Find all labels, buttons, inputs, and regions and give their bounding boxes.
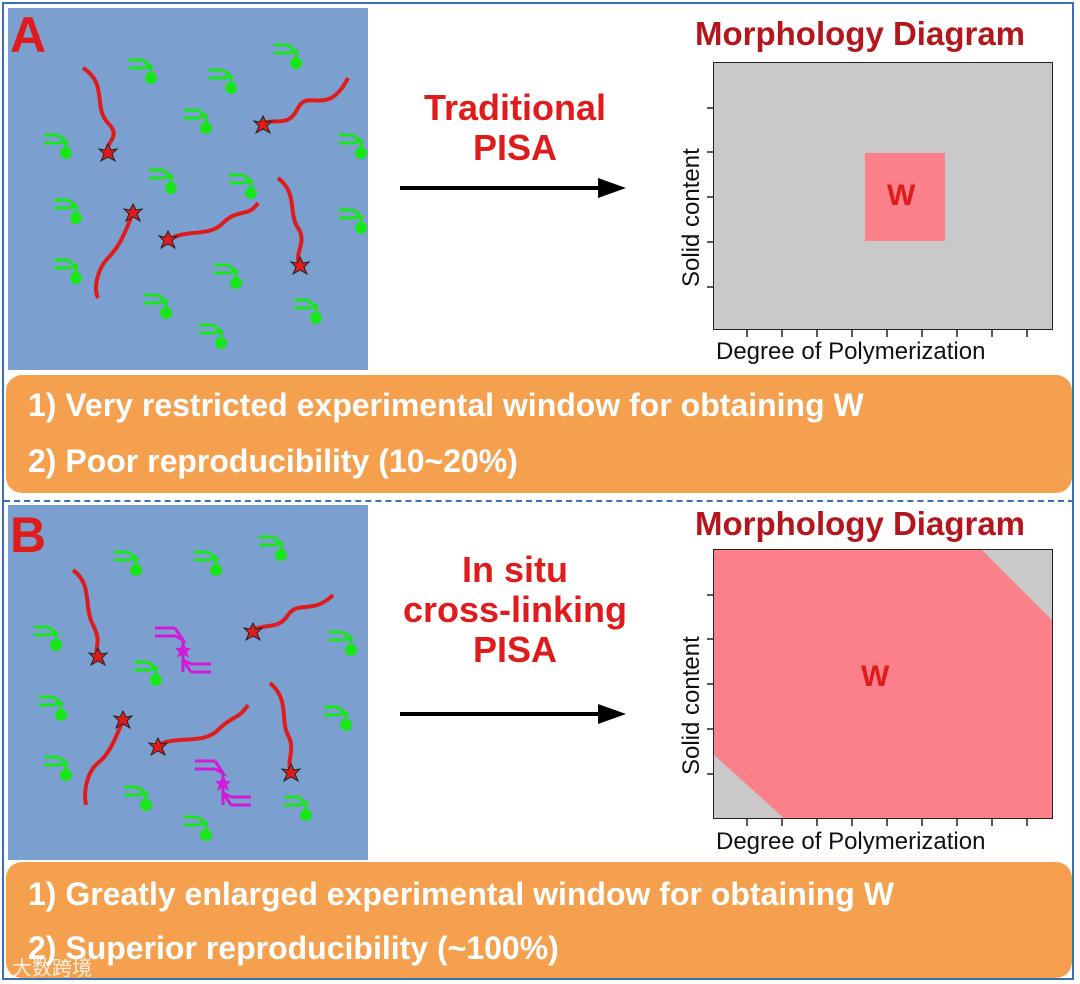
panel-a-schematic — [8, 8, 369, 370]
method-label-line: PISA — [472, 629, 558, 670]
monomer — [147, 168, 179, 196]
arrow-right-icon — [400, 704, 626, 724]
monomer — [212, 263, 244, 291]
w-region-label: W — [861, 660, 890, 693]
monomer — [52, 198, 84, 226]
notes-box-b: 1) Greatly enlarged experimental window … — [6, 862, 1072, 978]
method-label-line: cross-linking — [402, 589, 628, 630]
plot-b-ticks — [707, 594, 1028, 826]
monomer — [182, 108, 214, 136]
method-label-b: In situ cross-linking PISA — [370, 550, 660, 670]
x-axis-label-a: Degree of Polymerization — [716, 338, 986, 365]
monomer — [127, 58, 159, 86]
morphology-plot-b: W — [713, 549, 1053, 819]
polymer-chain — [81, 66, 116, 154]
panel-b-schematic — [8, 505, 368, 860]
watermark: 大数跨境 — [12, 958, 92, 980]
w-region-label: W — [887, 179, 916, 212]
monomer — [207, 68, 239, 96]
y-axis-label-a: Solid content — [678, 148, 705, 287]
monomer — [142, 293, 174, 321]
method-label-line: In situ — [462, 549, 568, 590]
note-line: 1) Greatly enlarged experimental window … — [28, 876, 894, 912]
diagram-title-a: Morphology Diagram — [695, 15, 1026, 52]
panel-divider — [4, 500, 1074, 502]
morphology-plot-a: W — [713, 62, 1053, 330]
plot-a-ticks — [707, 107, 1028, 337]
monomer — [337, 133, 369, 161]
w-region — [865, 153, 945, 241]
polymer-chain — [94, 212, 135, 299]
monomer — [227, 173, 259, 201]
monomer — [52, 258, 84, 286]
monomer — [337, 208, 369, 236]
notes-box-a: 1) Very restricted experimental window f… — [6, 375, 1072, 493]
y-axis-label-b: Solid content — [678, 636, 705, 775]
polymer-chain — [166, 201, 260, 242]
note-line: 2) Poor reproducibility (10~20%) — [28, 443, 518, 479]
monomer — [42, 133, 74, 161]
monomer — [272, 43, 304, 71]
diagram-title-b: Morphology Diagram — [695, 505, 1026, 542]
note-line: 2) Superior reproducibility (~100%) — [28, 930, 559, 966]
method-label-a: Traditional PISA — [380, 88, 650, 168]
monomer — [197, 323, 229, 351]
method-label-line: Traditional — [423, 87, 607, 128]
note-line: 1) Very restricted experimental window f… — [28, 387, 864, 423]
panel-letter-b: B — [10, 507, 47, 563]
panel-letter-a: A — [10, 7, 47, 63]
x-axis-label-b: Degree of Polymerization — [716, 828, 986, 855]
arrow-right-icon — [400, 178, 626, 198]
non-w-region — [982, 550, 1052, 620]
polymer-chain — [262, 77, 350, 125]
monomer — [292, 298, 324, 326]
polymer-chain — [276, 176, 304, 267]
method-label-line: PISA — [472, 127, 558, 168]
